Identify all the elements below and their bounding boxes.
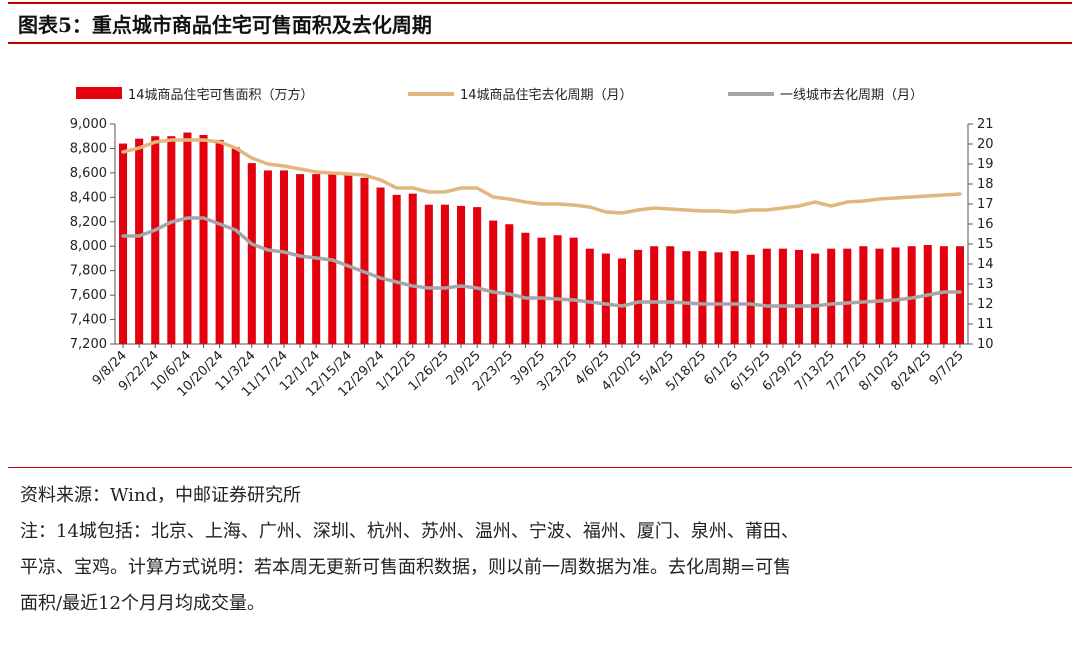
right-y-tick-label: 17 (977, 197, 994, 212)
bar-available-area (585, 248, 594, 344)
chart-svg: 7,200 7,400 7,600 7,800 8,000 8,200 8,400 8,600… (70, 87, 994, 400)
right-y-tick-label: 19 (977, 157, 994, 172)
right-y-tick-label: 14 (977, 257, 994, 272)
right-y-tick-label: 18 (977, 177, 994, 192)
bar-available-area (473, 207, 482, 344)
bar-available-area (634, 249, 643, 344)
bar-available-area (247, 163, 256, 344)
bar-available-area (376, 187, 385, 344)
chart-area: 7,200 7,400 7,600 7,800 8,000 8,200 8,400 8,600… (0, 60, 1080, 465)
bar-available-area (939, 246, 948, 344)
line-tier1-destock-cycle (121, 216, 962, 308)
bar-available-area (714, 252, 723, 344)
legend-item-tier1-cycle-label: 一线城市去化周期（月） (780, 87, 923, 103)
right-y-tick-label: 16 (977, 217, 994, 232)
bar-available-area (843, 248, 852, 344)
left-y-tick-label: 7,200 (70, 337, 107, 352)
bar-available-area (698, 251, 707, 344)
footnote-line-1: 注：14城包括：北京、上海、广州、深圳、杭州、苏州、温州、宁波、福州、厦门、泉州… (20, 521, 799, 542)
right-y-tick-label: 21 (977, 117, 994, 132)
bar-available-area (666, 246, 675, 344)
bar-available-area (794, 249, 804, 344)
bar-available-area (778, 248, 787, 344)
bar-available-area (859, 246, 868, 344)
bar-available-area (119, 143, 128, 344)
bar-available-area (183, 132, 192, 344)
bar-available-area (360, 177, 369, 344)
bar-available-area (263, 170, 272, 344)
notes-section: 资料来源：Wind，中邮证券研究所 注：14城包括：北京、上海、广州、深圳、杭州… (20, 478, 1065, 622)
notes-divider (8, 467, 1072, 468)
bar-available-area (827, 248, 836, 344)
left-y-tick-label: 8,000 (70, 239, 107, 254)
bar-available-area (279, 170, 289, 344)
bar-available-area (505, 224, 514, 344)
bar-available-area (231, 147, 240, 344)
bar-available-area (457, 205, 466, 344)
footnote-line-3: 面积/最近12个月月均成交量。 (20, 593, 265, 614)
bar-available-area (521, 232, 530, 344)
bar-available-area (167, 136, 176, 344)
bar-available-area (617, 258, 626, 344)
chart-title: 图表5：重点城市商品住宅可售面积及去化周期 (18, 13, 432, 37)
bar-available-area (440, 204, 449, 344)
left-y-tick-label: 8,200 (70, 215, 107, 230)
bar-available-area (215, 139, 224, 344)
right-y-tick-label: 15 (977, 237, 994, 252)
line-14-city-destock-cycle (121, 138, 962, 215)
left-y-tick-label: 7,600 (70, 288, 107, 303)
bar-available-area (408, 193, 417, 344)
bar-available-area (762, 248, 771, 344)
right-y-tick-label: 13 (977, 277, 994, 292)
legend-item-available-area-label: 14城商品住宅可售面积（万方） (128, 87, 314, 103)
bar-available-area (151, 136, 160, 344)
title-bar: 图表5：重点城市商品住宅可售面积及去化周期 (0, 0, 1080, 44)
left-y-tick-label: 7,800 (70, 264, 107, 279)
left-y-tick-label: 8,600 (70, 166, 107, 181)
bar-available-area (344, 175, 353, 344)
bar-available-area (489, 220, 498, 344)
left-y-tick-label: 7,400 (70, 313, 107, 328)
title-top-rule (8, 2, 1072, 4)
title-bottom-rule (8, 42, 1072, 44)
x-tick-label: 9/7/25 (927, 348, 967, 388)
right-y-tick-label: 20 (977, 137, 994, 152)
bar-available-area (569, 237, 578, 344)
bar-available-area (199, 135, 208, 344)
bar-available-area (601, 253, 610, 344)
bar-available-area (730, 251, 739, 344)
bar-available-area (811, 253, 820, 344)
bar-available-area (424, 204, 433, 344)
right-y-tick-label: 11 (977, 317, 994, 332)
bar-available-area (907, 246, 916, 344)
bar-available-area (135, 138, 144, 344)
left-y-tick-label: 9,000 (70, 117, 107, 132)
right-y-tick-label: 12 (977, 297, 994, 312)
right-y-tick-label: 10 (977, 337, 994, 352)
bar-available-area (682, 251, 691, 344)
legend-item-14-city-cycle-label: 14城商品住宅去化周期（月） (460, 88, 633, 103)
footnote-line-2: 平凉、宝鸡。计算方式说明：若本周无更新可售面积数据，则以前一周数据为准。去化周期… (20, 557, 792, 578)
legend-item-available-area-swatch (76, 87, 122, 99)
bar-available-area (553, 235, 562, 344)
bar-available-area (875, 248, 884, 344)
bar-available-area (537, 237, 546, 344)
bar-available-area (955, 246, 964, 344)
bar-available-area (392, 194, 401, 344)
bar-available-area (650, 246, 659, 344)
source-note: 资料来源：Wind，中邮证券研究所 (20, 485, 302, 506)
left-y-tick-label: 8,800 (70, 141, 107, 156)
bar-available-area (746, 254, 755, 344)
bar-available-area (296, 174, 305, 344)
left-y-tick-label: 8,400 (70, 190, 107, 205)
bar-available-area (891, 247, 900, 344)
